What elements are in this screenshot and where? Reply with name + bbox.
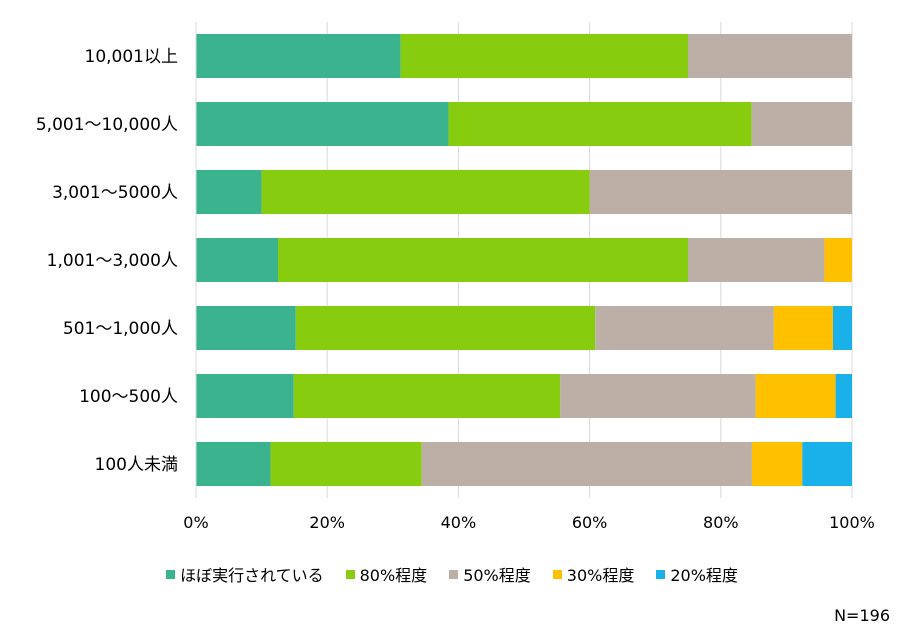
legend-swatch xyxy=(166,569,176,579)
legend-item: 30%程度 xyxy=(552,562,635,586)
sample-size-note: N=196 xyxy=(834,606,890,625)
category-label: 5,001～10,000人 xyxy=(36,115,178,135)
bar-segment xyxy=(595,306,774,350)
legend-label: 30%程度 xyxy=(566,566,635,585)
legend-swatch xyxy=(449,569,459,579)
bar-segment xyxy=(196,306,296,350)
bar-segment xyxy=(688,34,852,78)
bar-segment xyxy=(751,442,803,486)
bar-segment xyxy=(196,34,401,78)
legend-swatch xyxy=(552,569,562,579)
bar-segment xyxy=(751,102,852,146)
legend-item: 80%程度 xyxy=(345,562,428,586)
category-label: 501～1,000人 xyxy=(63,319,178,339)
legend-item: ほぼ実行されている xyxy=(166,562,324,586)
bar-segment xyxy=(802,442,852,486)
bar-segment xyxy=(589,170,852,214)
chart-legend: ほぼ実行されている 80%程度 50%程度 30%程度 20%程度 xyxy=(0,562,904,586)
bar-segment xyxy=(196,238,278,282)
bar-segment xyxy=(755,374,836,418)
bar-segment xyxy=(832,306,852,350)
x-tick-label: 40% xyxy=(441,513,477,532)
bar-segment xyxy=(270,442,422,486)
bar-segment xyxy=(824,238,852,282)
x-tick-label: 80% xyxy=(703,513,739,532)
bar-segment xyxy=(560,374,756,418)
legend-swatch xyxy=(345,569,355,579)
bar-segment xyxy=(196,374,294,418)
bar-segment xyxy=(261,170,590,214)
bar-segment xyxy=(293,374,561,418)
legend-label: 20%程度 xyxy=(670,566,738,585)
bar-segment xyxy=(196,170,262,214)
bar-segment xyxy=(835,374,852,418)
legend-item: 50%程度 xyxy=(449,562,531,586)
legend-label: 50%程度 xyxy=(463,566,531,585)
bar-segment xyxy=(421,442,752,486)
bar-segment xyxy=(278,238,688,282)
bar-segment xyxy=(295,306,596,350)
x-tick-label: 0% xyxy=(183,513,208,532)
legend-label: ほぼ実行されている xyxy=(180,566,324,585)
bar-segment xyxy=(400,34,688,78)
bar-chart-svg: 10,001以上 5,001～10,000人 3,001～5000人 1,001～3,… xyxy=(36,22,875,532)
bar-segment xyxy=(773,306,833,350)
bar-segment xyxy=(196,442,271,486)
bar-segment xyxy=(448,102,752,146)
category-label: 100人未満 xyxy=(95,455,178,475)
category-label: 10,001以上 xyxy=(85,47,178,67)
legend-item: 20%程度 xyxy=(656,562,738,586)
x-tick-label: 100% xyxy=(829,513,875,532)
category-label: 100～500人 xyxy=(79,387,178,407)
legend-swatch xyxy=(656,569,666,579)
category-label: 3,001～5000人 xyxy=(52,183,178,203)
x-tick-label: 60% xyxy=(572,513,608,532)
bar-segment xyxy=(688,238,825,282)
legend-label: 80%程度 xyxy=(359,566,428,585)
x-tick-label: 20% xyxy=(309,513,345,532)
category-label: 1,001～3,000人 xyxy=(47,251,178,271)
bar-segment xyxy=(196,102,449,146)
